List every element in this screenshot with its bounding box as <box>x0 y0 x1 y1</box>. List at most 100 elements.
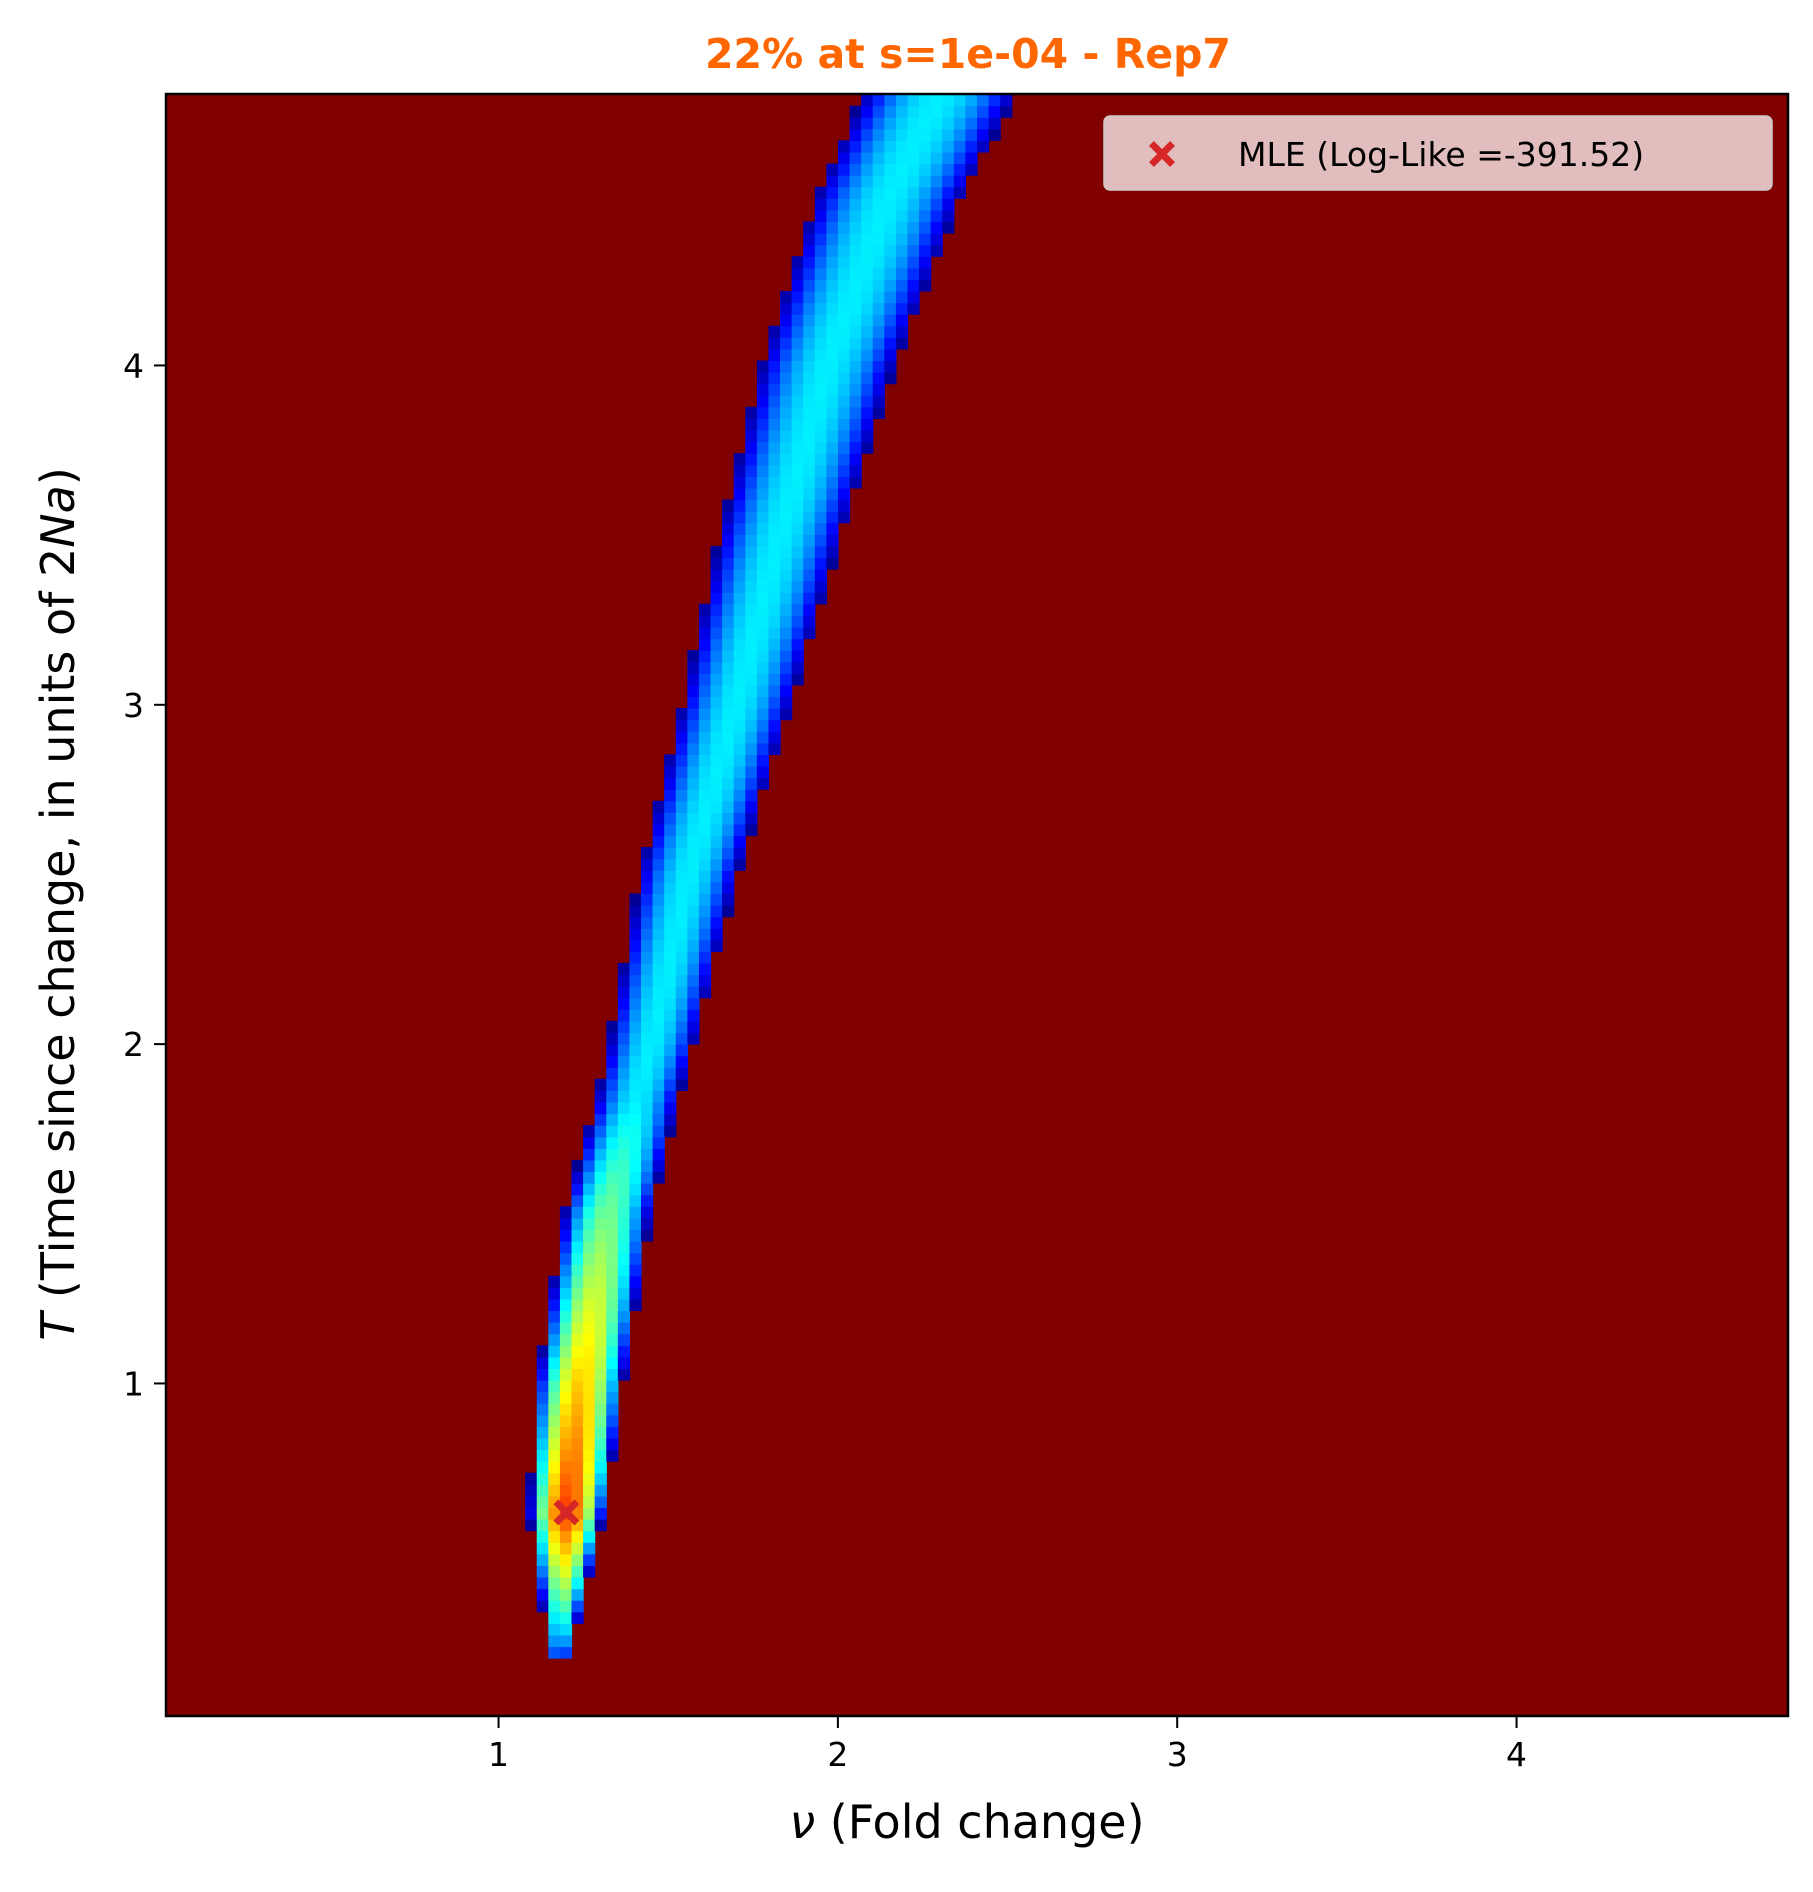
heatmap-cell <box>884 290 897 304</box>
heatmap-cell <box>664 1090 677 1103</box>
heatmap-cell <box>768 592 781 605</box>
heatmap-cell <box>722 638 735 651</box>
heatmap-cell <box>780 626 793 640</box>
heatmap-cell <box>872 198 885 211</box>
heatmap-cell <box>895 151 909 165</box>
heatmap-cell <box>826 302 839 315</box>
heatmap-cell <box>641 881 654 895</box>
heatmap-cell <box>606 1032 619 1045</box>
heatmap-cell <box>907 140 920 153</box>
heatmap-cell <box>895 175 909 188</box>
heatmap-cell <box>884 233 897 246</box>
heatmap-cell <box>722 511 735 524</box>
heatmap-cell <box>756 511 770 524</box>
heatmap-cell <box>641 951 654 964</box>
heatmap-cell <box>814 464 827 477</box>
heatmap-cell <box>942 151 955 165</box>
heatmap-cell <box>780 638 793 651</box>
heatmap-cell <box>895 290 909 304</box>
heatmap-cell <box>895 128 909 141</box>
heatmap-cell <box>698 754 712 767</box>
heatmap-cell <box>652 835 665 848</box>
heatmap-cell <box>698 916 712 929</box>
heatmap-cell <box>594 1229 607 1242</box>
heatmap-cell <box>675 777 688 790</box>
heatmap-cell <box>583 1426 596 1439</box>
heatmap-cell <box>571 1194 584 1207</box>
heatmap-cell <box>629 939 642 952</box>
heatmap-cell <box>733 742 746 755</box>
heatmap-cell <box>664 939 677 952</box>
heatmap-cell <box>652 916 665 929</box>
heatmap-cell <box>733 511 746 524</box>
heatmap-cell <box>849 105 862 118</box>
heatmap-cell <box>594 1426 607 1439</box>
heatmap-cell <box>559 1310 573 1323</box>
heatmap-cell <box>583 1136 596 1149</box>
heatmap-cell <box>780 534 793 547</box>
heatmap-cell <box>745 476 758 489</box>
heatmap-cell <box>571 1368 584 1381</box>
heatmap-cell <box>698 696 712 709</box>
heatmap-cell <box>536 1391 549 1404</box>
heatmap-cell <box>629 1125 642 1138</box>
heatmap-cell <box>675 962 688 976</box>
heatmap-cell <box>571 1414 584 1427</box>
heatmap-cell <box>698 626 712 640</box>
heatmap-cell <box>803 418 816 431</box>
heatmap-cell <box>641 1217 654 1230</box>
heatmap-cell <box>756 534 770 547</box>
heatmap-cell <box>791 383 804 396</box>
heatmap-cell <box>977 94 990 107</box>
heatmap-cell <box>768 499 781 512</box>
heatmap-cell <box>756 615 770 628</box>
heatmap-cell <box>652 986 665 999</box>
heatmap-cell <box>930 140 943 153</box>
heatmap-cell <box>594 1437 607 1451</box>
heatmap-cell <box>675 1020 688 1034</box>
heatmap-cell <box>861 221 874 234</box>
heatmap-cell <box>849 233 862 246</box>
heatmap-cell <box>583 1310 596 1323</box>
heatmap-cell <box>629 1078 642 1091</box>
heatmap-cell <box>780 661 793 674</box>
heatmap-cell <box>895 163 909 176</box>
heatmap-cell <box>745 441 758 454</box>
heatmap-cell <box>803 592 816 605</box>
heatmap-cell <box>583 1484 596 1497</box>
heatmap-cell <box>756 661 770 674</box>
heatmap-cell <box>559 1484 573 1497</box>
heatmap-cell <box>814 198 827 211</box>
heatmap-cell <box>849 383 862 396</box>
heatmap-cell <box>826 545 839 559</box>
heatmap-cell <box>768 360 781 373</box>
heatmap-cell <box>733 476 746 489</box>
heatmap-cell <box>629 1020 642 1034</box>
heatmap-cell <box>583 1530 596 1543</box>
heatmap-cell <box>826 441 839 454</box>
heatmap-cell <box>837 487 851 501</box>
heatmap-cell <box>814 209 827 223</box>
heatmap-cell <box>698 962 712 976</box>
heatmap-cell <box>733 499 746 512</box>
heatmap-cell <box>641 1032 654 1045</box>
heatmap-cell <box>583 1495 596 1509</box>
heatmap-cell <box>559 1287 573 1300</box>
heatmap-cell <box>745 823 758 837</box>
heatmap-cell <box>548 1611 561 1624</box>
heatmap-cell <box>768 580 781 593</box>
heatmap-cell <box>861 151 874 165</box>
heatmap-cell <box>780 522 793 535</box>
heatmap-cell <box>826 267 839 280</box>
heatmap-cell <box>710 696 723 709</box>
heatmap-cell <box>664 1020 677 1034</box>
heatmap-cell <box>617 1078 631 1091</box>
heatmap-cell <box>733 464 746 477</box>
heatmap-cell <box>559 1461 573 1474</box>
heatmap-cell <box>571 1206 584 1219</box>
heatmap-cell <box>536 1356 549 1370</box>
heatmap-cell <box>629 1101 642 1115</box>
heatmap-cell <box>791 314 804 327</box>
heatmap-cell <box>791 580 804 593</box>
heatmap-cell <box>837 395 851 408</box>
